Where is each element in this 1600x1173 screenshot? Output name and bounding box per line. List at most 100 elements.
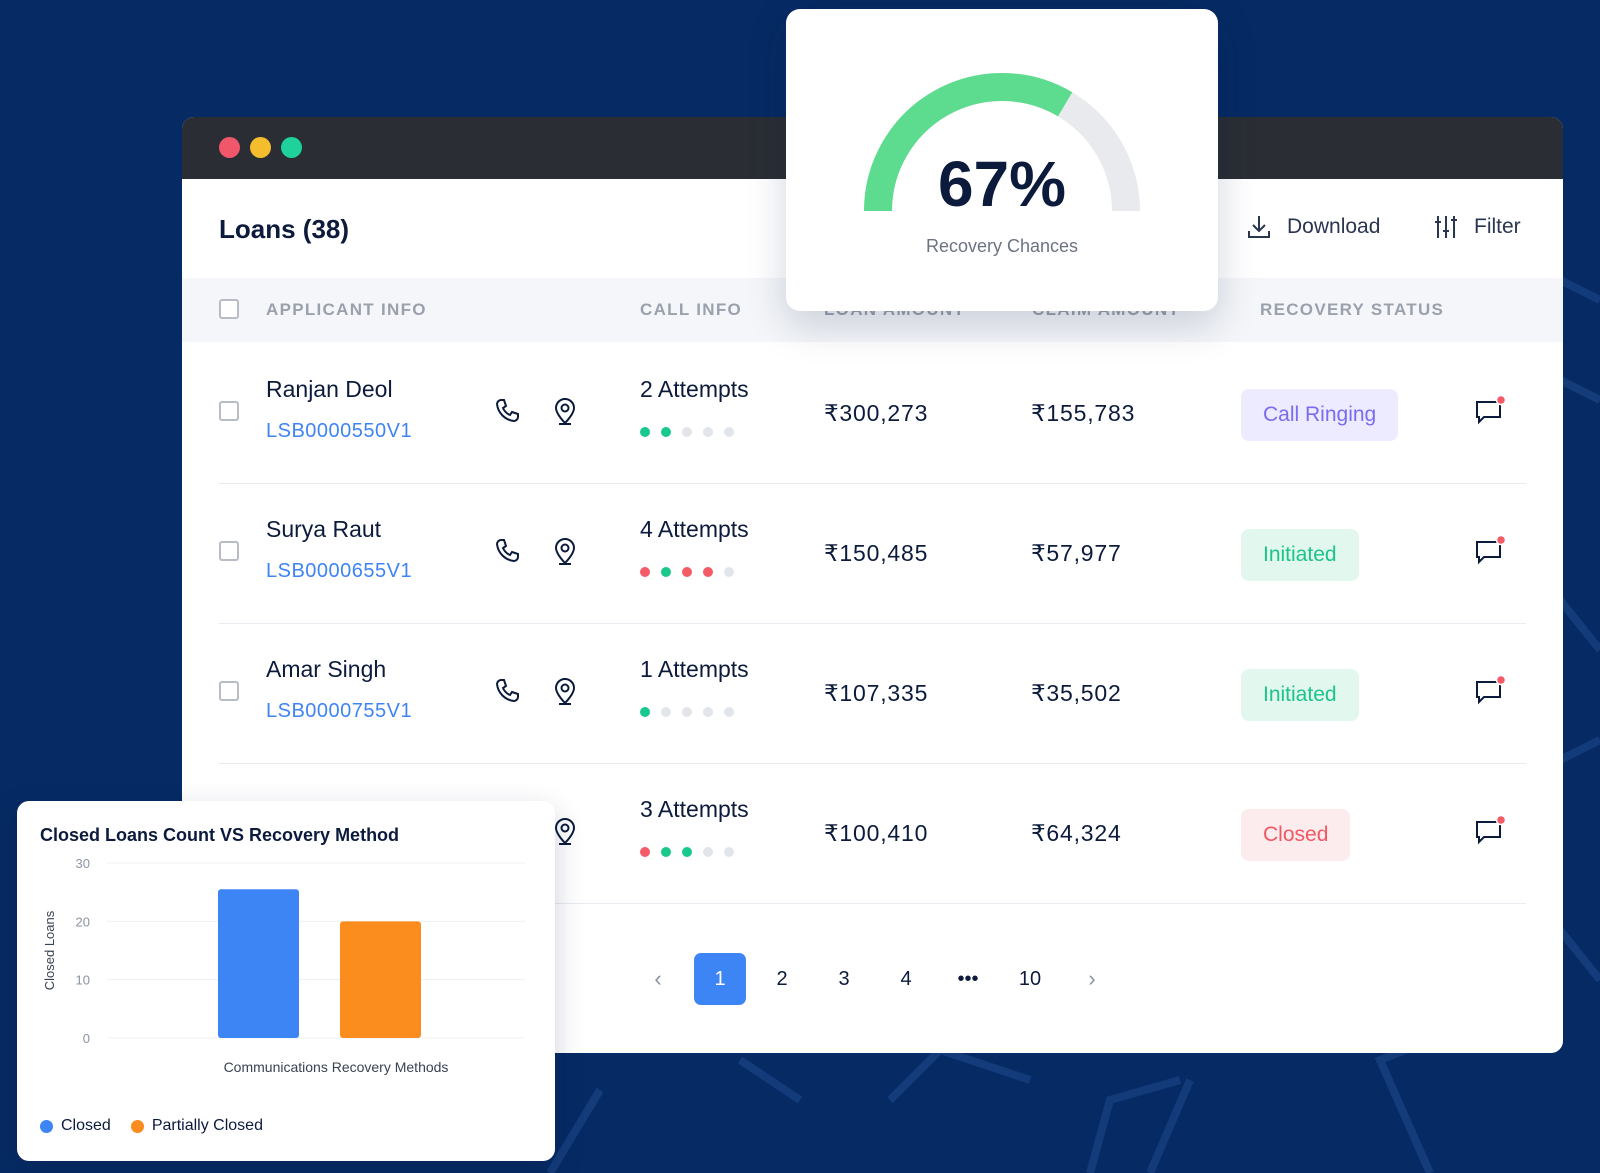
row-checkbox[interactable]	[219, 401, 239, 421]
close-window-button[interactable]	[219, 137, 240, 158]
filter-label: Filter	[1474, 215, 1521, 238]
bar-chart: 0 10 20 30 Closed Loans Communications Recove…	[42, 856, 525, 1075]
applicant-name: Surya Raut	[266, 516, 382, 542]
header-applicant-info: APPLICANT INFO	[266, 300, 427, 319]
claim-amount: ₹64,324	[1031, 820, 1122, 846]
attempt-dot	[682, 847, 692, 857]
header-recovery-status: RECOVERY STATUS	[1260, 300, 1445, 319]
maximize-window-button[interactable]	[281, 137, 302, 158]
page-ellipsis[interactable]: •••	[957, 967, 979, 990]
call-attempts: 1 Attempts	[640, 656, 749, 682]
attempt-dots	[640, 707, 734, 717]
gauge-fill-arc	[864, 73, 1073, 212]
attempt-dots	[640, 847, 734, 857]
attempt-dot	[703, 427, 713, 437]
attempt-dot	[682, 427, 692, 437]
page-10-button[interactable]: 10	[1018, 967, 1042, 990]
location-pin-icon[interactable]	[550, 536, 580, 566]
download-label: Download	[1287, 215, 1381, 238]
y-tick-label: 20	[76, 914, 90, 929]
attempt-dots	[640, 567, 734, 577]
phone-icon[interactable]	[492, 536, 522, 566]
attempt-dot	[661, 847, 671, 857]
download-button[interactable]: Download	[1245, 213, 1380, 241]
claim-amount: ₹57,977	[1031, 540, 1122, 566]
bar-closed	[218, 889, 299, 1038]
legend-item-partially-closed: Partially Closed	[130, 1117, 263, 1135]
attempt-dot	[682, 707, 692, 717]
attempt-dot	[640, 707, 650, 717]
loan-amount: ₹100,410	[824, 820, 929, 846]
pagination: ‹ 1 2 3 4 ••• 10 ›	[632, 953, 1128, 1005]
chat-icon[interactable]	[1474, 814, 1507, 846]
loan-amount: ₹150,485	[824, 540, 929, 566]
gauge-label: Recovery Chances	[925, 236, 1079, 256]
page-title: Loans (38)	[219, 214, 350, 244]
loan-amount: ₹107,335	[824, 680, 929, 706]
y-axis-label: Closed Loans	[42, 910, 57, 990]
recovery-gauge-card: 67% Recovery Chances	[786, 9, 1218, 311]
location-pin-icon[interactable]	[550, 396, 580, 426]
attempt-dot	[640, 847, 650, 857]
call-attempts: 3 Attempts	[640, 796, 749, 822]
applicant-code-link[interactable]: LSB0000755V1	[266, 700, 413, 722]
applicant-code-link[interactable]: LSB0000655V1	[266, 560, 413, 582]
status-badge: Initiated	[1241, 669, 1359, 721]
chat-icon[interactable]	[1474, 534, 1507, 566]
next-page-button[interactable]: ›	[1088, 966, 1096, 991]
location-pin-icon[interactable]	[550, 676, 580, 706]
legend-dot-closed	[40, 1119, 53, 1133]
y-tick-label: 30	[76, 856, 90, 871]
gauge-value: 67%	[937, 148, 1067, 220]
applicant-name: Ranjan Deol	[266, 376, 393, 402]
attempt-dot	[724, 567, 734, 577]
status-badge: Closed	[1241, 809, 1351, 861]
select-all-checkbox[interactable]	[219, 299, 239, 319]
chart-title: Closed Loans Count VS Recovery Method	[40, 825, 400, 845]
filter-button[interactable]: Filter	[1432, 213, 1521, 241]
chat-icon[interactable]	[1474, 674, 1507, 706]
call-attempts: 2 Attempts	[640, 376, 749, 402]
page-2-button[interactable]: 2	[776, 967, 788, 990]
closed-loans-chart-card: Closed Loans Count VS Recovery Method 0 1…	[17, 801, 555, 1161]
claim-amount: ₹35,502	[1031, 680, 1122, 706]
attempt-dot	[661, 427, 671, 437]
status-badge: Initiated	[1241, 529, 1359, 581]
download-icon	[1248, 216, 1270, 238]
legend-dot-partially-closed	[130, 1119, 144, 1133]
applicant-code-link[interactable]: LSB0000550V1	[266, 420, 413, 442]
table-row[interactable]: Amar Singh LSB0000755V1 1 Attempts ₹107,…	[219, 622, 1526, 764]
page-4-button[interactable]: 4	[900, 967, 912, 990]
table-toolbar: Loans (38) Download Filter	[182, 179, 1563, 278]
attempt-dot	[661, 707, 671, 717]
attempt-dot	[682, 567, 692, 577]
phone-icon[interactable]	[492, 676, 522, 706]
chart-legend: Closed Partially Closed	[40, 1117, 263, 1135]
table-row[interactable]: Surya Raut LSB0000655V1 4 Attempts ₹150,…	[219, 482, 1526, 624]
y-tick-label: 10	[76, 973, 90, 988]
x-axis-label: Communications Recovery Methods	[224, 1059, 449, 1075]
attempt-dot	[724, 707, 734, 717]
filter-sliders-icon	[1435, 216, 1457, 238]
attempt-dot	[724, 847, 734, 857]
table-row[interactable]: Ranjan Deol LSB0000550V1 2 Attempts ₹300…	[219, 342, 1526, 484]
phone-icon[interactable]	[492, 396, 522, 426]
applicant-name: Amar Singh	[266, 656, 387, 682]
call-attempts: 4 Attempts	[640, 516, 749, 542]
attempt-dot	[724, 427, 734, 437]
legend-item-closed: Closed	[40, 1117, 111, 1135]
page-3-button[interactable]: 3	[838, 967, 850, 990]
prev-page-button[interactable]: ‹	[654, 966, 662, 991]
attempt-dot	[703, 707, 713, 717]
attempt-dot	[703, 847, 713, 857]
legend-label-closed: Closed	[61, 1117, 111, 1134]
row-checkbox[interactable]	[219, 541, 239, 561]
page-1-button[interactable]: 1	[694, 953, 746, 1005]
bar-partially-closed	[340, 921, 421, 1038]
location-pin-icon[interactable]	[550, 816, 580, 846]
chat-icon[interactable]	[1474, 394, 1507, 426]
attempt-dot	[640, 567, 650, 577]
minimize-window-button[interactable]	[250, 137, 271, 158]
row-checkbox[interactable]	[219, 681, 239, 701]
recovery-gauge	[864, 73, 1140, 212]
